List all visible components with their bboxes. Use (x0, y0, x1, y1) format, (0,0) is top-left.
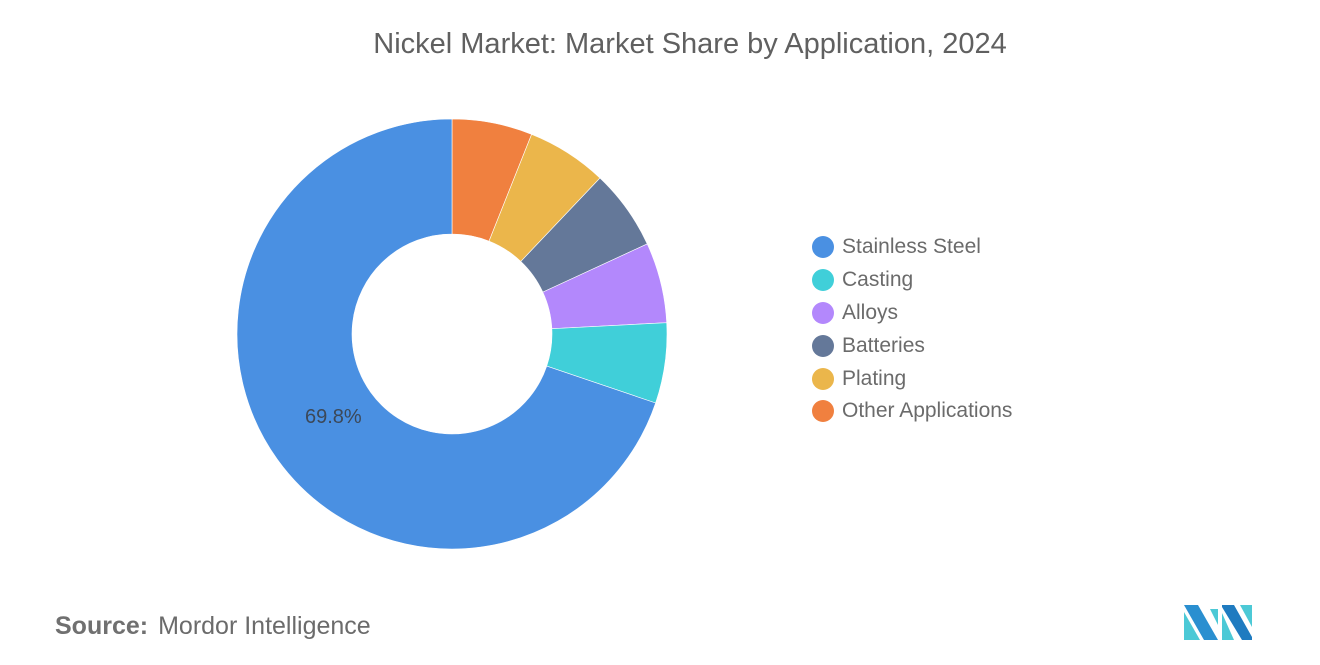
legend-item-casting[interactable]: Casting (812, 264, 1012, 297)
legend-swatch-icon (812, 334, 834, 357)
source-note: Source: Mordor Intelligence (55, 612, 371, 641)
legend-swatch-icon (812, 367, 834, 390)
legend-label: Other Applications (842, 399, 1013, 423)
legend-swatch-icon (812, 301, 834, 324)
legend-swatch-icon (812, 269, 834, 292)
legend: Stainless Steel Casting Alloys Batteries… (812, 231, 1012, 428)
legend-swatch-icon (812, 400, 834, 423)
mordor-intelligence-logo-icon (1184, 605, 1252, 640)
stainless-steel-value-label: 69.8% (305, 406, 362, 428)
source-value: Mordor Intelligence (158, 612, 371, 640)
legend-label: Alloys (842, 300, 899, 324)
chart-title: Nickel Market: Market Share by Applicati… (373, 28, 1007, 60)
legend-item-other-applications[interactable]: Other Applications (812, 395, 1012, 428)
legend-item-alloys[interactable]: Alloys (812, 297, 1012, 330)
legend-label: Stainless Steel (842, 235, 981, 259)
legend-label: Batteries (842, 333, 925, 357)
legend-label: Casting (842, 268, 914, 292)
legend-swatch-icon (812, 236, 834, 259)
legend-item-stainless-steel[interactable]: Stainless Steel (812, 231, 1012, 264)
donut-slice-stainless-steel[interactable] (236, 118, 657, 550)
legend-item-plating[interactable]: Plating (812, 362, 1012, 395)
source-key: Source: (55, 612, 149, 640)
legend-label: Plating (842, 366, 907, 390)
legend-item-batteries[interactable]: Batteries (812, 329, 1012, 362)
